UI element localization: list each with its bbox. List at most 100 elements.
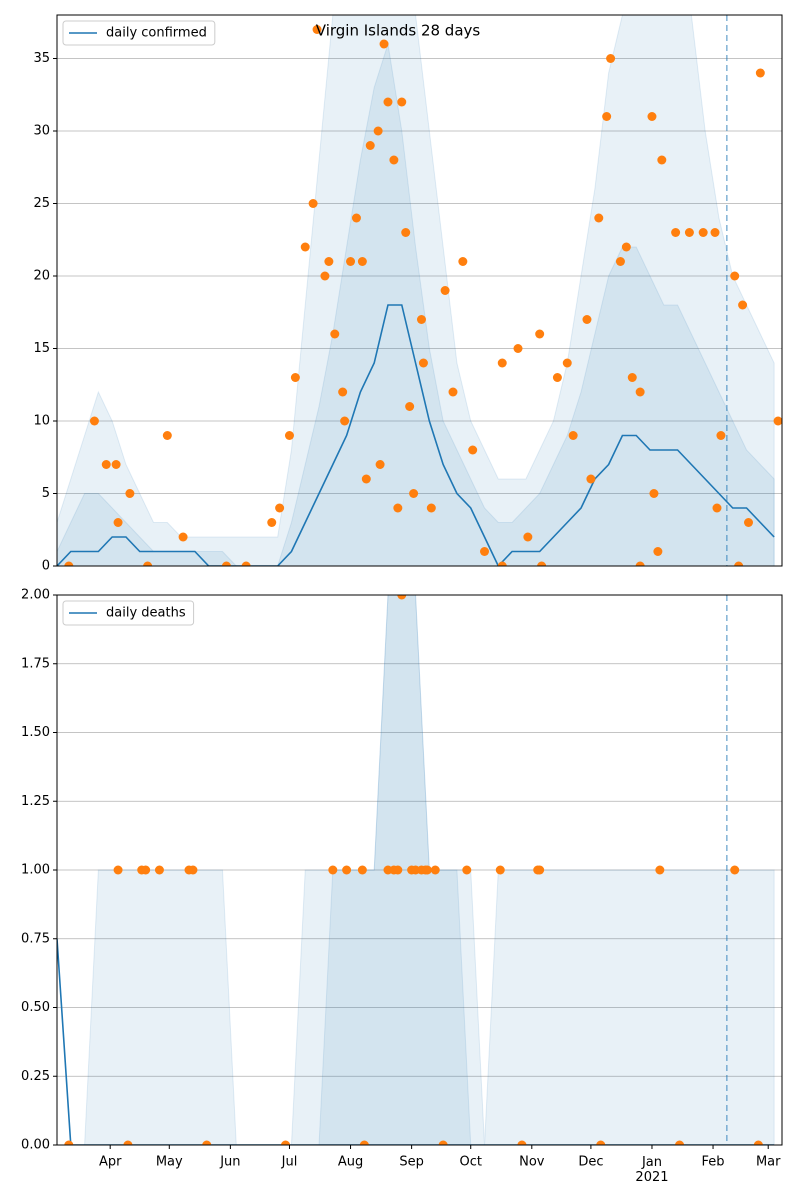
- y-tick-label: 2.00: [21, 588, 50, 603]
- data-point: [562, 358, 572, 368]
- data-point: [202, 1140, 212, 1145]
- data-point: [653, 547, 663, 556]
- chart-title: Virgin Islands 28 days: [316, 22, 481, 40]
- data-point: [284, 431, 294, 440]
- y-tick-label: 0.50: [21, 1000, 50, 1015]
- data-point: [535, 329, 545, 339]
- data-point: [647, 112, 657, 121]
- y-tick-label: 10: [33, 414, 50, 429]
- data-point: [178, 532, 188, 542]
- data-point: [438, 1140, 448, 1145]
- data-point: [753, 1140, 763, 1145]
- data-point: [64, 1140, 74, 1145]
- legend-box: [62, 20, 216, 46]
- y-tick-label: 5: [42, 486, 50, 501]
- uncertainty-band: [57, 43, 775, 566]
- data-point: [675, 1140, 685, 1145]
- data-point: [649, 489, 659, 498]
- data-point: [596, 1140, 606, 1145]
- data-point: [513, 344, 523, 353]
- data-point: [312, 25, 322, 34]
- data-point: [357, 257, 367, 266]
- data-point: [221, 561, 231, 566]
- data-point: [393, 865, 403, 875]
- data-point: [730, 271, 740, 281]
- data-point: [397, 595, 407, 600]
- data-point: [113, 518, 123, 527]
- panel: 0 5 10 15 20 25 30 35 daily confirmed Virgin Isla…: [33, 14, 783, 574]
- data-point: [497, 561, 507, 566]
- data-point: [671, 228, 681, 237]
- data-point: [300, 242, 310, 252]
- y-tick-label: 25: [33, 196, 50, 211]
- legend: daily confirmed: [62, 20, 216, 46]
- legend-box: [62, 600, 195, 626]
- series-line: [57, 304, 775, 566]
- data-point: [154, 865, 164, 875]
- data-point: [523, 532, 533, 542]
- data-point: [330, 329, 340, 339]
- data-point: [710, 228, 720, 237]
- data-point: [357, 865, 367, 875]
- data-point: [684, 228, 694, 237]
- y-tick-label: 1.00: [21, 863, 50, 878]
- data-point: [712, 503, 722, 513]
- data-point: [143, 561, 153, 566]
- x-tick-label: Jan 2021: [635, 1155, 668, 1185]
- data-point: [188, 865, 198, 875]
- data-point: [241, 561, 251, 566]
- panel: 0.00 0.25 0.50 0.75 1.00 1.25 1.50 1.75 2.00 Apr M…: [21, 588, 783, 1185]
- data-point: [281, 1140, 291, 1145]
- y-tick-label: 1.25: [21, 794, 50, 809]
- y-tick-label: 0: [42, 559, 50, 574]
- data-point: [568, 431, 578, 440]
- y-tick-label: 1.75: [21, 656, 50, 671]
- x-tick-label: Jul: [281, 1155, 298, 1170]
- data-point: [655, 865, 665, 875]
- x-tick-label: Feb: [702, 1155, 725, 1170]
- data-point: [340, 416, 350, 426]
- y-tick-label: 30: [33, 124, 50, 139]
- data-point: [409, 489, 419, 498]
- data-point: [290, 373, 300, 382]
- data-point: [101, 460, 111, 469]
- data-point: [338, 387, 348, 397]
- x-tick-label: Jun: [219, 1155, 240, 1170]
- data-point: [440, 286, 450, 295]
- data-point: [698, 228, 708, 237]
- data-point: [346, 257, 356, 266]
- data-point: [517, 1140, 527, 1145]
- y-tick-label: 1.50: [21, 725, 50, 740]
- data-point: [375, 460, 385, 469]
- data-point: [535, 865, 545, 875]
- data-point: [361, 474, 371, 484]
- data-point: [416, 315, 426, 324]
- data-point: [744, 518, 754, 527]
- data-point: [89, 416, 99, 426]
- data-point: [64, 561, 74, 566]
- data-point: [328, 865, 338, 875]
- x-tick-label: Mar: [756, 1155, 781, 1170]
- data-point: [418, 358, 428, 368]
- data-point: [635, 387, 645, 397]
- data-point: [113, 865, 123, 875]
- data-point: [351, 213, 361, 223]
- data-point: [373, 126, 383, 136]
- data-point: [602, 112, 612, 121]
- data-point: [111, 460, 121, 469]
- data-point: [773, 416, 782, 426]
- x-tick-label: Dec: [578, 1155, 603, 1170]
- data-point: [468, 445, 478, 455]
- x-tick-label: Oct: [459, 1155, 481, 1170]
- data-point: [627, 373, 637, 382]
- legend-label: daily confirmed: [106, 26, 207, 41]
- data-point: [552, 373, 562, 382]
- data-point: [495, 865, 505, 875]
- data-point: [359, 1140, 369, 1145]
- plot-frame: [56, 14, 783, 567]
- data-point: [342, 865, 352, 875]
- data-point: [657, 155, 667, 165]
- data-point: [755, 68, 765, 78]
- data-point: [734, 561, 744, 566]
